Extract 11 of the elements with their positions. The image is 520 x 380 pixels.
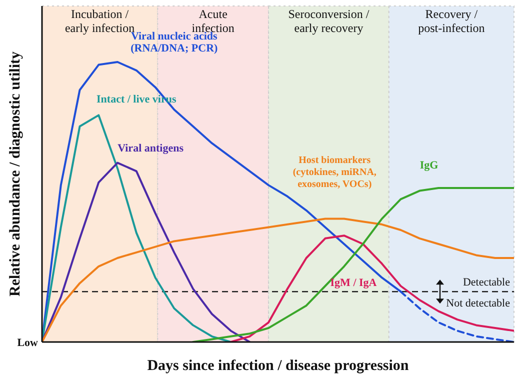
text: Seroconversion / early recovery <box>288 7 370 35</box>
annotation: Not detectable <box>446 298 510 310</box>
text: Host biomarkers (cytokines, miRNA, exosomes, VOCs) <box>292 154 377 190</box>
series-label: IgG <box>420 159 439 172</box>
text: Low <box>17 337 38 349</box>
y-axis-title: Relative abundance / diagnostic utility <box>7 51 24 297</box>
x-axis-title: Days since infection / disease progression <box>147 358 410 374</box>
series-label: IgM / IgA <box>330 277 377 289</box>
text: Recovery / post-infection <box>418 7 485 35</box>
ref-line-label: Detectable <box>462 276 510 289</box>
series-label: Viral antigens <box>118 142 184 155</box>
